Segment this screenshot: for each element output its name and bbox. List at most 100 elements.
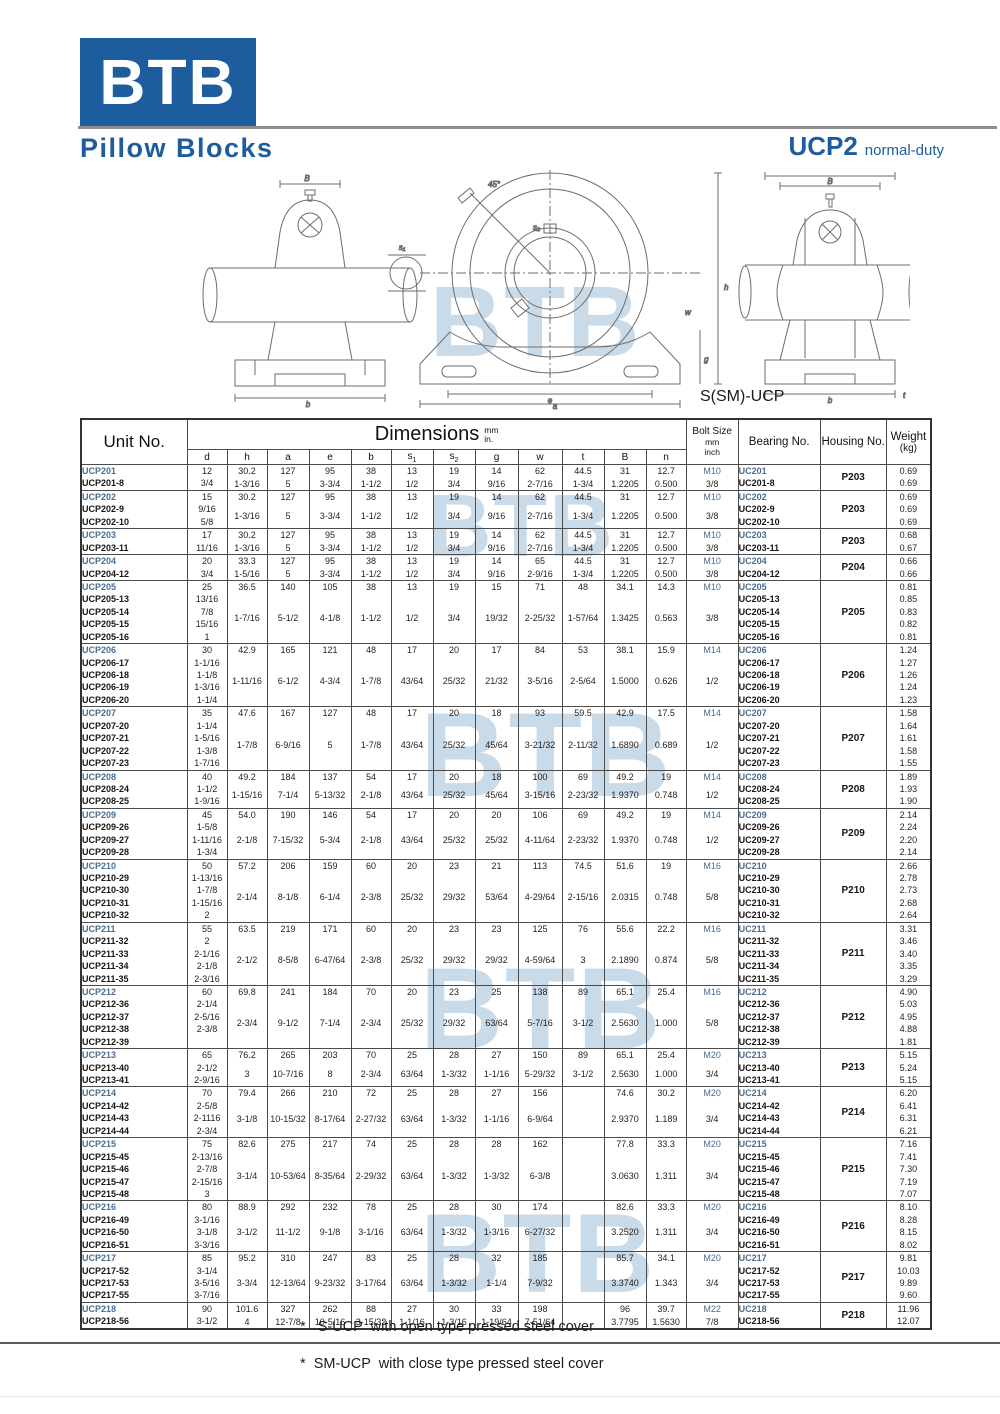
- col-header-d: d: [186, 449, 228, 465]
- dim-a-cell: 127 5: [266, 489, 310, 530]
- dim-s1-cell: 20 25/32: [390, 921, 434, 986]
- dim-t-cell: 48 1-57/64: [561, 579, 605, 645]
- dim-e-cell: 247 9-23/32: [308, 1251, 352, 1303]
- dim-a-cell: 292 11-1/2: [266, 1200, 310, 1253]
- housing-no-cell: P207: [819, 706, 887, 771]
- dim-h-cell: 82.6 3-1/4: [226, 1137, 268, 1202]
- dim-a-cell: 275 10-53/64: [266, 1137, 310, 1202]
- dim-t-cell: 44.5 1-3/4: [561, 464, 605, 491]
- bolt-size-cell: M10 3/8: [685, 554, 739, 581]
- technical-drawings: B b 45° s₁ s₂ e a: [150, 168, 922, 412]
- bearing-no-cell: UC201 UC201-8: [737, 464, 821, 491]
- dim-b-cell: 60 2-3/8: [350, 921, 392, 986]
- table-row-ucp216: UCP216 UCP216-49 UCP216-50 UCP216-51 80 3-1/1…: [80, 1200, 932, 1253]
- dim-h-cell: 33.3 1-5/16: [226, 554, 268, 581]
- dim-b-cap-cell: 34.1 1.3425: [603, 579, 647, 645]
- dim-h-cell: 49.2 1-15/16: [226, 769, 268, 809]
- dim-w-cell: 62 2-7/16: [517, 464, 563, 491]
- unit-no-cell: UCP210 UCP210-29 UCP210-30 UCP210-31 UCP210-…: [80, 858, 188, 923]
- housing-no-cell: P204: [819, 554, 887, 581]
- dim-b-cap-cell: 96 3.7795: [603, 1301, 647, 1330]
- diagram-label: S(SM)-UCP: [700, 388, 785, 405]
- unit-no-cell: UCP202 UCP202-9 UCP202-10: [80, 489, 188, 530]
- dim-d-cell: 17 11/16: [186, 528, 228, 556]
- dim-s1-cell: 20 25/32: [390, 984, 434, 1050]
- dim-d-cell: 80 3-1/16 3-1/8 3-3/16: [186, 1200, 228, 1253]
- dim-b-cell: 83 3-17/64: [350, 1251, 392, 1303]
- svg-text:g: g: [704, 355, 709, 364]
- dim-e-cell: 203 8: [308, 1048, 352, 1088]
- housing-no-cell: P216: [819, 1200, 887, 1253]
- housing-no-cell: P218: [819, 1301, 887, 1330]
- col-header-s2: s2: [432, 449, 476, 465]
- housing-no-cell: P210: [819, 858, 887, 923]
- col-header-bearing-no: Bearing No.: [737, 418, 821, 465]
- dim-e-cell: 210 8-17/64: [308, 1086, 352, 1139]
- dim-e-cell: 105 4-1/8: [308, 579, 352, 645]
- dim-e-cell: 95 3-3/4: [308, 528, 352, 556]
- table-row-ucp208: UCP208 UCP208-24 UCP208-25 40 1-1/2 1-9/16 49.…: [80, 769, 932, 809]
- table-row-ucp207: UCP207 UCP207-20 UCP207-21 UCP207-22 UCP207-…: [80, 706, 932, 771]
- bolt-size-cell: M20 3/4: [685, 1137, 739, 1202]
- side-view-left: B b: [202, 174, 418, 410]
- dim-w-cell: 100 3-15/16: [517, 769, 563, 809]
- dim-w-cell: 156 6-9/64: [517, 1086, 563, 1139]
- dim-b-cell: 48 1-7/8: [350, 643, 392, 708]
- bolt-size-cell: M14 1/2: [685, 807, 739, 860]
- bearing-no-cell: UC207 UC207-20 UC207-21 UC207-22 UC207-23: [737, 706, 821, 771]
- bolt-size-cell: M16 5/8: [685, 921, 739, 986]
- svg-text:45°: 45°: [488, 180, 501, 189]
- pillow-block-drawing: B b 45° s₁ s₂ e a: [202, 170, 922, 412]
- dim-e-cell: 95 3-3/4: [308, 554, 352, 581]
- dim-h-cell: 76.2 3: [226, 1048, 268, 1088]
- dim-a-cell: 266 10-15/32: [266, 1086, 310, 1139]
- bearing-no-cell: UC205 UC205-13 UC205-14 UC205-15 UC205-16: [737, 579, 821, 645]
- dim-w-cell: 62 2-7/16: [517, 528, 563, 556]
- bearing-no-cell: UC209 UC209-26 UC209-27 UC209-28: [737, 807, 821, 860]
- dim-n-cell: 19 0.748: [645, 769, 687, 809]
- dim-w-cell: 71 2-25/32: [517, 579, 563, 645]
- dim-w-cell: 106 4-11/64: [517, 807, 563, 860]
- housing-no-cell: P214: [819, 1086, 887, 1139]
- bearing-no-cell: UC210 UC210-29 UC210-30 UC210-31 UC210-32: [737, 858, 821, 923]
- dim-e-cell: 171 6-47/64: [308, 921, 352, 986]
- bearing-no-cell: UC211 UC211-32 UC211-33 UC211-34 UC211-35: [737, 921, 821, 986]
- dim-w-cell: 125 4-59/64: [517, 921, 563, 986]
- dim-b-cap-cell: 31 1.2205: [603, 464, 647, 491]
- dim-w-cell: 174 6-27/32: [517, 1200, 563, 1253]
- dim-w-cell: 150 5-29/32: [517, 1048, 563, 1088]
- dim-w-cell: 138 5-7/16: [517, 984, 563, 1050]
- housing-no-cell: P217: [819, 1251, 887, 1303]
- dim-b-cap-cell: 31 1.2205: [603, 554, 647, 581]
- dim-g-cell: 14 9/16: [474, 554, 519, 581]
- col-header-b: b: [350, 449, 392, 465]
- dim-a-cell: 140 5-1/2: [266, 579, 310, 645]
- dim-b-cell: 38 1-1/2: [350, 579, 392, 645]
- dim-d-cell: 75 2-13/16 2-7/8 2-15/16 3: [186, 1137, 228, 1202]
- dim-e-cell: 137 5-13/32: [308, 769, 352, 809]
- series-code: UCP2: [788, 131, 858, 161]
- dim-w-cell: 185 7-9/32: [517, 1251, 563, 1303]
- dim-b-cell: 72 2-27/32: [350, 1086, 392, 1139]
- col-header-s1: s1: [390, 449, 434, 465]
- svg-text:B: B: [304, 174, 310, 183]
- dim-g-cell: 25 63/64: [474, 984, 519, 1050]
- bearing-no-cell: UC214 UC214-42 UC214-43 UC214-44: [737, 1086, 821, 1139]
- dim-t-cell: 59.5 2-11/32: [561, 706, 605, 771]
- dim-e-cell: 217 8-35/64: [308, 1137, 352, 1202]
- table-row-ucp213: UCP213 UCP213-40 UCP213-41 65 2-1/2 2-9/16 76.…: [80, 1048, 932, 1088]
- weight-cell: 0.81 0.85 0.83 0.82 0.81: [885, 579, 932, 645]
- page-title: Pillow Blocks: [80, 133, 274, 163]
- weight-cell: 4.90 5.03 4.95 4.88 1.81: [885, 984, 932, 1050]
- dim-s1-cell: 17 43/64: [390, 769, 434, 809]
- unit-no-cell: UCP217 UCP217-52 UCP217-53 UCP217-55: [80, 1251, 188, 1303]
- bearing-no-cell: UC206 UC206-17 UC206-18 UC206-19 UC206-20: [737, 643, 821, 708]
- svg-text:s₂: s₂: [533, 223, 540, 232]
- dim-n-cell: 19 0.748: [645, 807, 687, 860]
- dim-a-cell: 206 8-1/8: [266, 858, 310, 923]
- dim-b-cap-cell: 77.8 3.0630: [603, 1137, 647, 1202]
- dim-h-cell: 57.2 2-1/4: [226, 858, 268, 923]
- dim-t-cell: [561, 1251, 605, 1303]
- bearing-no-cell: UC217 UC217-52 UC217-53 UC217-55: [737, 1251, 821, 1303]
- dim-n-cell: 12.7 0.500: [645, 489, 687, 530]
